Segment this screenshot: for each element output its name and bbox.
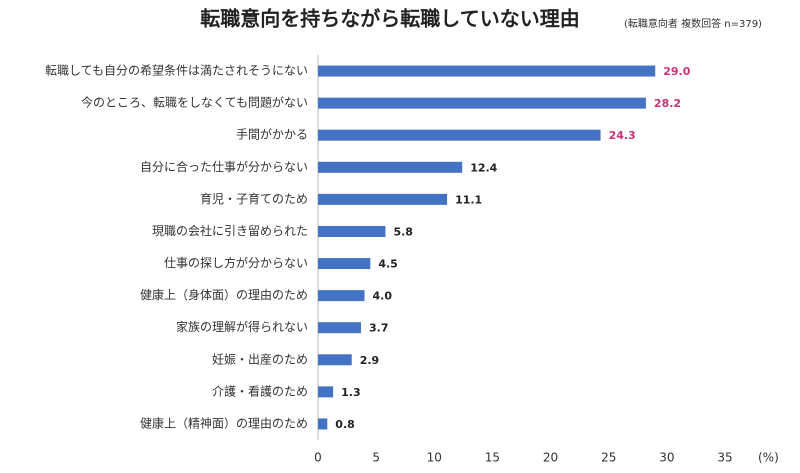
y-tick-label: 今のところ、転職をしなくても問題がない [81,95,308,110]
value-label: 4.5 [378,258,398,271]
y-tick-label: 転職しても自分の希望条件は満たされそうにない [45,63,308,78]
x-tick-label: 0 [314,451,322,465]
bar [318,193,448,205]
bar [318,129,601,141]
value-label: 24.3 [609,129,636,142]
bar [318,65,656,77]
value-label: 4.0 [373,290,393,303]
y-tick-label: 健康上（身体面）の理由のため [140,287,308,302]
y-tick-label: 健康上（精神面）の理由のため [140,415,308,430]
y-tick-label: 育児・子育てのため [200,191,308,206]
x-tick-label: 15 [485,451,500,465]
value-label: 2.9 [360,354,380,367]
bar [318,258,371,270]
bar [318,322,362,334]
value-label: 1.3 [341,386,361,399]
x-tick-label: 30 [659,451,674,465]
bar [318,354,352,366]
bar [318,225,386,237]
value-label: 29.0 [663,65,690,78]
value-label: 5.8 [393,225,413,238]
y-tick-label: 介護・看護のため [212,383,308,398]
bar [318,161,463,173]
y-tick-label: 仕事の探し方が分からない [164,255,308,270]
value-label: 0.8 [335,418,355,431]
bar [318,418,328,430]
y-tick-label: 自分に合った仕事が分からない [140,159,308,174]
bar [318,290,365,302]
x-tick-label: 25 [601,451,616,465]
x-tick-label: 20 [543,451,558,465]
value-label: 3.7 [369,322,389,335]
bar [318,97,646,109]
x-tick-label: 5 [372,451,380,465]
chart-title: 転職意向を持ちながら転職していない理由 [200,7,579,31]
x-tick-label: 10 [427,451,442,465]
value-label: 11.1 [455,193,482,206]
chart-subtitle: (転職意向者 複数回答 n=379) [624,17,762,30]
y-tick-label: 手間がかかる [236,127,308,142]
x-tick-label: 35 [717,451,732,465]
value-label: 12.4 [470,161,497,174]
bar [318,386,334,398]
x-unit-label: (%) [758,451,779,465]
value-label: 28.2 [654,97,681,110]
y-tick-label: 家族の理解が得られない [176,319,308,334]
y-tick-label: 現職の会社に引き留められた [152,223,308,238]
y-tick-label: 妊娠・出産のため [212,351,308,366]
